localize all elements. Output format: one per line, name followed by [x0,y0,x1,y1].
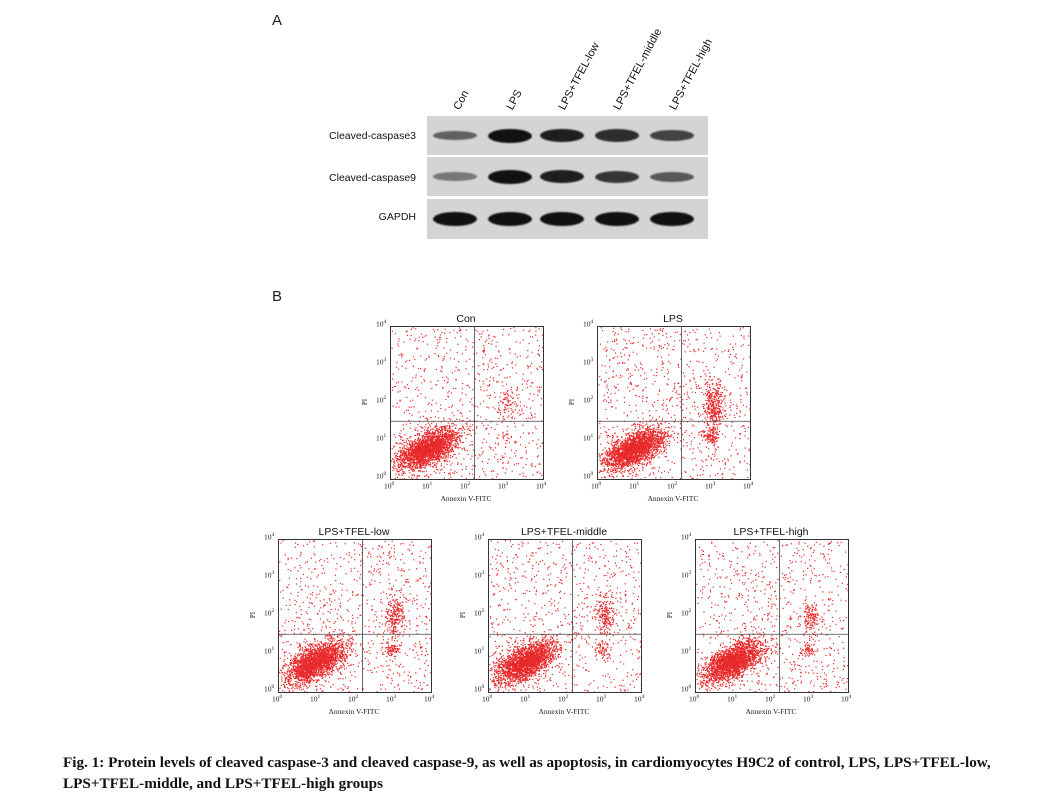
flow-x-tick-label: 104 [743,481,754,491]
lane-label-tfel-middle: LPS+TFEL-middle [611,26,665,113]
flow-x-axis-label: Annexin V-FITC [328,707,380,716]
flow-y-tick-label: 100 [474,684,485,694]
flow-x-tick-label: 102 [765,694,776,704]
flow-plot-title: LPS [663,313,683,325]
flow-y-tick-label: 104 [474,532,485,542]
flow-x-tick-label: 100 [482,694,493,704]
flow-x-tick-label: 102 [558,694,569,704]
blot-band [433,172,477,181]
flow-x-tick-label: 103 [498,481,509,491]
flow-y-axis-label: PI [361,398,370,406]
flow-y-tick-label: 100 [264,684,275,694]
flow-plot-title: LPS+TFEL-high [733,526,809,538]
flow-x-tick-label: 103 [386,694,397,704]
blot-row-label-caspase9: Cleaved-caspase9 [329,172,416,184]
blot-band [433,130,477,141]
flow-y-tick-label: 104 [583,319,594,329]
flow-x-tick-label: 100 [689,694,700,704]
flow-y-tick-label: 104 [681,532,692,542]
flow-y-tick-label: 103 [583,357,594,367]
blot-band [595,212,639,226]
flow-x-tick-label: 104 [424,694,435,704]
flow-x-tick-label: 103 [596,694,607,704]
flow-x-axis-label: Annexin V-FITC [538,707,590,716]
blot-strip-caspase9 [427,157,708,196]
flow-x-tick-label: 102 [460,481,471,491]
flow-x-tick-label: 101 [422,481,433,491]
flow-x-tick-label: 102 [348,694,359,704]
flow-y-tick-label: 104 [264,532,275,542]
flow-y-axis-label: PI [568,398,577,406]
blot-band [595,129,639,142]
blot-band [488,212,532,226]
flow-y-tick-label: 101 [376,433,387,443]
figure-caption: Fig. 1: Protein levels of cleaved caspas… [63,754,991,792]
flow-x-tick-label: 104 [536,481,547,491]
flow-x-tick-label: 103 [705,481,716,491]
flow-x-axis-label: Annexin V-FITC [647,494,699,503]
lane-label-con: Con [451,88,472,112]
blot-band [650,171,694,182]
blot-band [595,170,639,183]
flow-dot-plot [488,539,642,693]
flow-dot-plot [695,539,849,693]
blot-band [433,212,477,226]
lane-label-tfel-low: LPS+TFEL-low [556,40,602,112]
flow-y-tick-label: 102 [474,608,485,618]
blot-band [540,128,584,143]
flow-x-axis-label: Annexin V-FITC [745,707,797,716]
flow-y-tick-label: 104 [376,319,387,329]
flow-plot-title: Con [456,313,476,325]
flow-x-tick-label: 103 [803,694,814,704]
flow-dot-plot [278,539,432,693]
flow-y-tick-label: 100 [376,471,387,481]
flow-y-tick-label: 101 [474,646,485,656]
flow-x-tick-label: 101 [727,694,738,704]
flow-x-tick-label: 101 [520,694,531,704]
flow-x-tick-label: 104 [634,694,645,704]
flow-y-tick-label: 102 [583,395,594,405]
blot-band [488,169,532,184]
flow-y-tick-label: 103 [264,570,275,580]
flow-dot-plot [390,326,544,480]
flow-y-tick-label: 102 [264,608,275,618]
flow-x-tick-label: 101 [310,694,321,704]
flow-y-axis-label: PI [459,611,468,619]
flow-dot-plot [597,326,751,480]
flow-y-tick-label: 101 [681,646,692,656]
flow-plot-title: LPS+TFEL-middle [520,526,608,538]
flow-y-tick-label: 102 [376,395,387,405]
flow-y-axis-label: PI [249,611,258,619]
flow-x-tick-label: 104 [841,694,852,704]
flow-y-tick-label: 101 [264,646,275,656]
flow-plot-title: LPS+TFEL-low [318,526,390,538]
panel-a-label: A [272,12,283,29]
lane-label-lps: LPS [504,88,525,112]
blot-band [540,169,584,184]
flow-x-tick-label: 100 [272,694,283,704]
blot-row-label-caspase3: Cleaved-caspase3 [329,130,416,142]
flow-y-tick-label: 103 [681,570,692,580]
flow-x-tick-label: 102 [667,481,678,491]
flow-x-tick-label: 100 [384,481,395,491]
blot-band [650,129,694,142]
panel-b-label: B [272,288,283,305]
flow-y-tick-label: 100 [681,684,692,694]
lane-label-tfel-high: LPS+TFEL-high [667,36,715,112]
flow-x-tick-label: 101 [629,481,640,491]
blot-strip-caspase3 [427,116,708,155]
flow-y-tick-label: 100 [583,471,594,481]
flow-x-axis-label: Annexin V-FITC [440,494,492,503]
blot-band [488,128,532,143]
flow-x-tick-label: 100 [591,481,602,491]
flow-y-tick-label: 103 [376,357,387,367]
blot-row-label-gapdh: GAPDH [378,211,416,223]
blot-band [540,212,584,226]
blot-band [650,212,694,226]
blot-strip-gapdh [427,199,708,239]
flow-y-tick-label: 101 [583,433,594,443]
flow-y-axis-label: PI [666,611,675,619]
flow-y-tick-label: 103 [474,570,485,580]
flow-y-tick-label: 102 [681,608,692,618]
